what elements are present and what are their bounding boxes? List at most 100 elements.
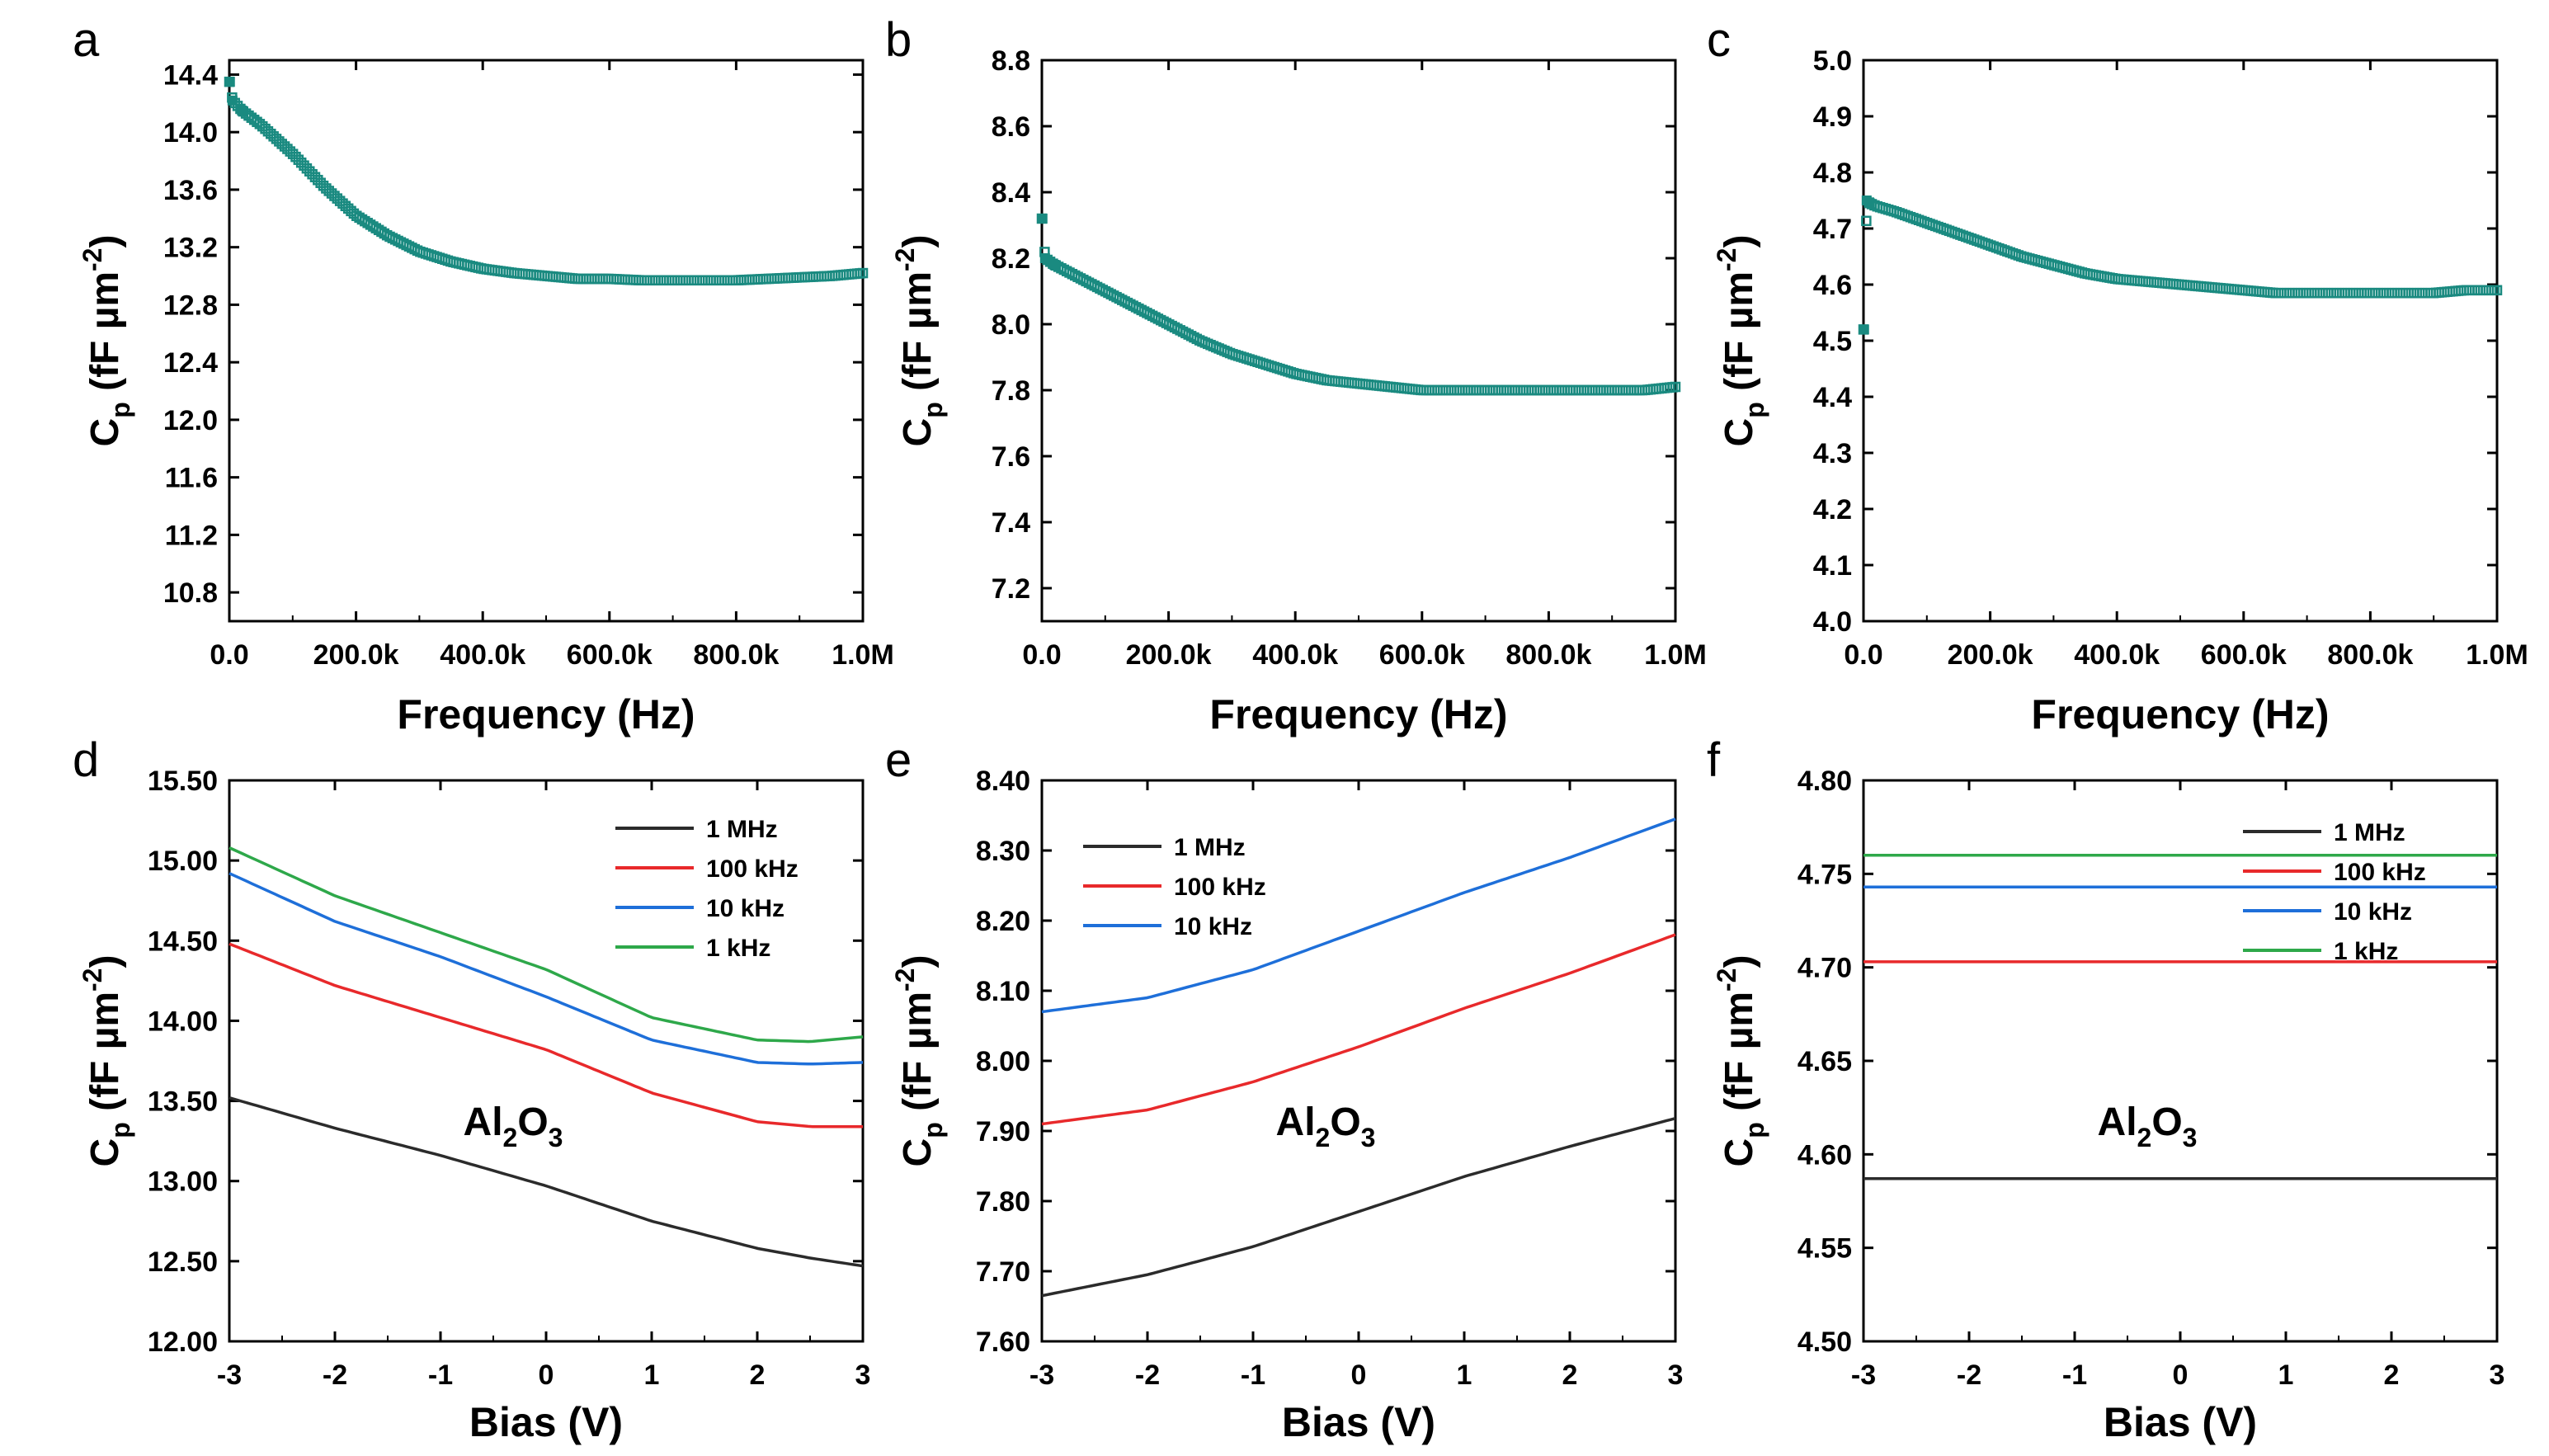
y-tick-label: 14.00 [148, 1006, 218, 1037]
data-point [2417, 287, 2428, 299]
data-point [1623, 384, 1634, 396]
data-point [1429, 384, 1440, 396]
data-point [1440, 384, 1451, 396]
x-tick-label: 0.0 [210, 639, 248, 671]
data-point [1421, 384, 1432, 396]
y-tick-label: 14.50 [148, 926, 218, 957]
y-tick-label: 8.40 [976, 766, 1030, 797]
data-point [1595, 384, 1606, 396]
data-point [2350, 287, 2362, 299]
x-axis-label: Frequency (Hz) [2031, 691, 2329, 737]
data-point [1520, 384, 1532, 396]
y-tick-label: 4.0 [1813, 606, 1852, 638]
data-point [1534, 384, 1545, 396]
data-point [1576, 384, 1587, 396]
data-point [2348, 287, 2358, 299]
data-point [1861, 215, 1872, 227]
data-point [1529, 384, 1540, 396]
y-tick-label: 8.00 [976, 1046, 1030, 1077]
data-point [1537, 384, 1548, 396]
data-point [295, 157, 307, 168]
y-tick-label: 15.50 [148, 766, 218, 797]
data-point [2309, 287, 2320, 299]
data-point [1482, 384, 1493, 396]
x-tick-label: 0.0 [1844, 639, 1882, 671]
x-tick-label: -3 [1029, 1359, 1054, 1391]
data-point [647, 275, 658, 286]
data-point [2469, 285, 2481, 296]
y-tick-label: 5.0 [1813, 45, 1852, 77]
data-point [1424, 384, 1435, 396]
data-point [2397, 287, 2409, 299]
x-tick-label: 400.0k [1252, 639, 1338, 671]
data-point [2414, 287, 2425, 299]
data-point [2301, 287, 2311, 299]
data-point-start [237, 106, 247, 116]
data-point [700, 275, 711, 286]
data-point [2345, 287, 2356, 299]
data-point [1567, 384, 1579, 396]
data-point-start [227, 95, 238, 106]
y-tick-label: 11.2 [165, 520, 218, 551]
data-point [2303, 287, 2315, 299]
data-point [2409, 287, 2419, 299]
data-point [1532, 384, 1543, 396]
data-point [694, 275, 705, 286]
data-point [675, 275, 686, 286]
data-point [2386, 287, 2397, 299]
data-point [2472, 285, 2483, 296]
x-tick-label: 1.0M [1644, 639, 1707, 671]
data-point [2389, 287, 2401, 299]
legend-label: 10 kHz [2334, 898, 2412, 926]
data-point [293, 154, 304, 165]
panel-e: e -3 -2 -1 0 1 2 3 7.60 7.70 7.80 7.90 8.00 8.10 8.20 8… [885, 733, 1683, 1445]
data-point [714, 275, 724, 286]
data-point [2383, 287, 2395, 299]
data-point [1515, 384, 1526, 396]
plot-frame [1040, 779, 1677, 1343]
data-point [1463, 384, 1473, 396]
series-line-1-khz [229, 846, 864, 1044]
x-tick-label: 400.0k [2074, 639, 2160, 671]
x-tick-label: 2 [2384, 1359, 2400, 1391]
y-tick-label: 4.3 [1813, 438, 1852, 469]
data-point [1581, 384, 1592, 396]
data-point [2311, 287, 2323, 299]
data-point [1604, 384, 1614, 396]
data-point [650, 275, 661, 286]
x-tick-label: 400.0k [440, 639, 525, 671]
y-axis-label: Cp (fF µm-2) [78, 955, 135, 1167]
y-tick-label: 12.00 [148, 1326, 218, 1358]
data-point [2278, 287, 2290, 299]
data-point [287, 148, 299, 159]
y-tick-label: 15.00 [148, 846, 218, 877]
x-tick-label: -1 [2062, 1359, 2087, 1391]
data-point [1449, 384, 1459, 396]
x-tick-label: -3 [1851, 1359, 1876, 1391]
legend-label: 100 kHz [2334, 859, 2426, 886]
data-point [655, 275, 667, 286]
data-point [638, 275, 650, 286]
plot-frame [228, 59, 865, 623]
legend-label: 1 MHz [1174, 834, 1246, 861]
data-point [1609, 384, 1620, 396]
x-tick-label: 1.0M [832, 639, 894, 671]
series-line-100-khz [229, 942, 863, 1129]
data-point [2297, 287, 2309, 299]
data-point [681, 275, 691, 286]
data-point [857, 267, 869, 279]
plot-frame [1040, 59, 1677, 623]
panel-a: a 0.0 200.0k 400.0k 600.0k 800.0k 1.0M 10.8 11.2… [73, 13, 894, 737]
data-point [1446, 384, 1457, 396]
data-point [578, 273, 589, 285]
x-tick-label: 1.0M [2466, 639, 2528, 671]
data-point [2342, 287, 2353, 299]
data-point [2334, 287, 2345, 299]
y-tick-label: 13.6 [163, 175, 218, 206]
data-point [2411, 287, 2422, 299]
data-point [2395, 287, 2405, 299]
data-point [2339, 287, 2350, 299]
data-point [722, 275, 733, 286]
data-point [1457, 384, 1468, 396]
